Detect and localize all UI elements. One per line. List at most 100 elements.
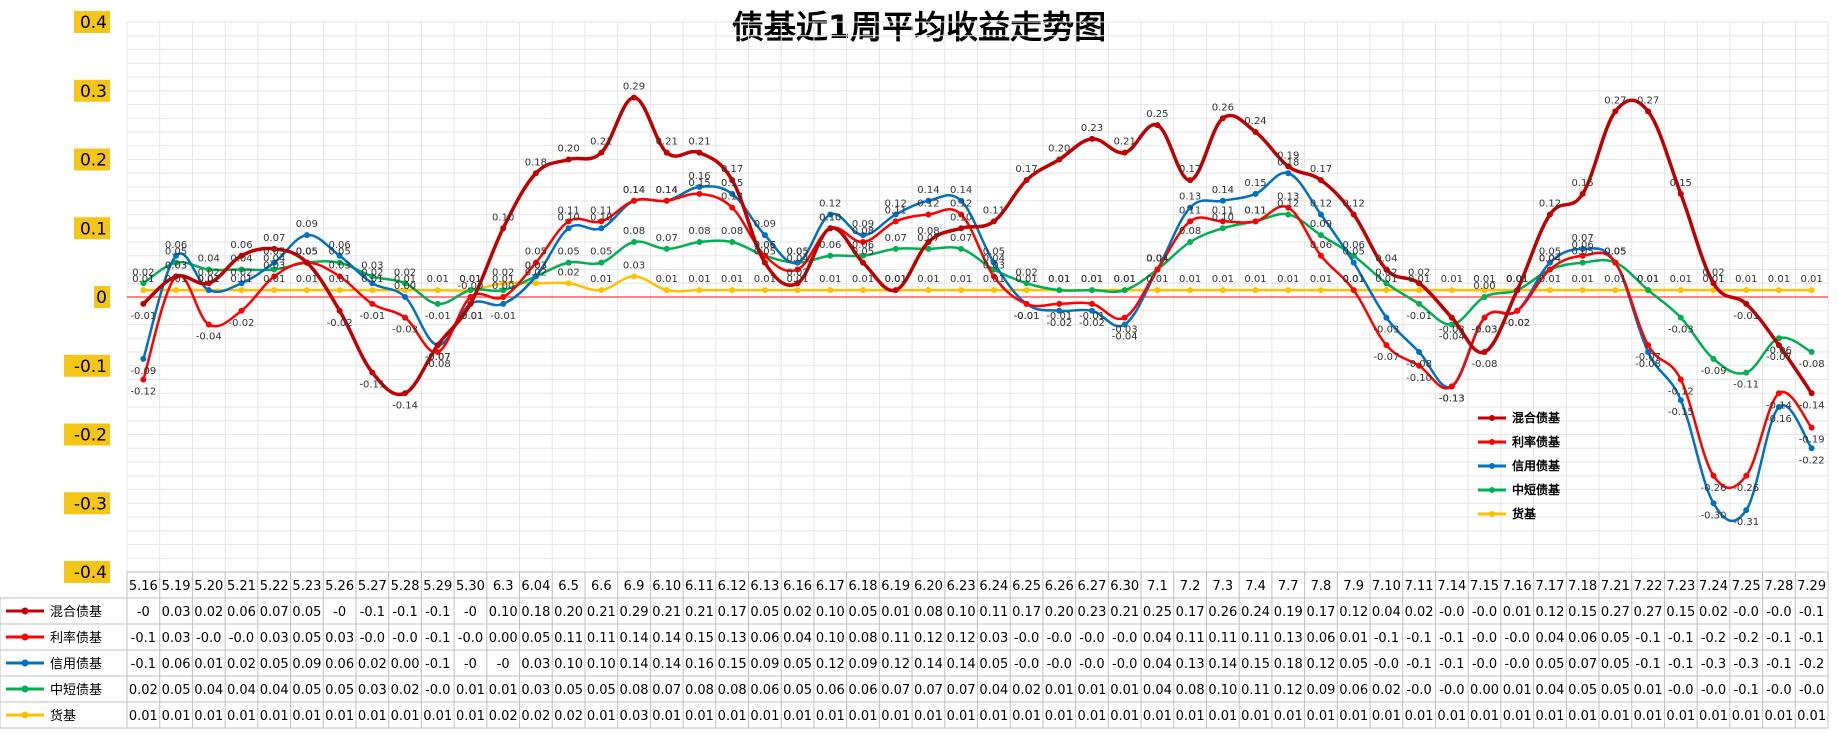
data-point xyxy=(1710,472,1717,479)
data-point xyxy=(1383,287,1390,294)
data-label: 0.05 xyxy=(754,247,776,258)
x-tick-label: 6.6 xyxy=(591,579,612,594)
data-label: 0.01 xyxy=(786,274,808,285)
table-cell: 0.04 xyxy=(783,631,812,646)
data-label: 0.11 xyxy=(1179,205,1201,216)
table-cell: 0.05 xyxy=(849,605,878,620)
table-cell: 0.01 xyxy=(718,709,747,724)
data-point xyxy=(1775,287,1782,294)
data-point xyxy=(761,259,768,266)
data-label: -0.11 xyxy=(1733,380,1759,391)
data-label: 0.02 xyxy=(1015,267,1037,278)
data-point xyxy=(1579,259,1586,266)
data-label: -0.16 xyxy=(1766,414,1792,425)
legend-marker xyxy=(1489,487,1495,493)
table-cell: 0.16 xyxy=(685,657,714,672)
data-label: 0.05 xyxy=(1604,247,1626,258)
table-cell: 0.10 xyxy=(947,605,976,620)
table-cell: 0.01 xyxy=(162,709,191,724)
x-tick-label: 6.12 xyxy=(718,579,747,594)
data-point xyxy=(860,252,867,259)
data-label: 0.02 xyxy=(557,267,579,278)
x-tick-label: 6.3 xyxy=(493,579,514,594)
table-cell: -0.0 xyxy=(1766,605,1791,620)
table-cell: 0.01 xyxy=(947,709,976,724)
table-cell: 0.12 xyxy=(947,631,976,646)
data-point xyxy=(892,211,899,218)
data-point xyxy=(860,259,867,266)
data-point xyxy=(1219,218,1226,225)
x-tick-label: 5.23 xyxy=(292,579,321,594)
data-label: -0.07 xyxy=(1373,352,1399,363)
x-tick-label: 7.28 xyxy=(1764,579,1793,594)
data-point xyxy=(500,300,507,307)
data-label: 0.07 xyxy=(1572,233,1594,244)
table-cell: 0.06 xyxy=(162,657,191,672)
data-label: 0.01 xyxy=(1375,274,1397,285)
table-cell: 0.11 xyxy=(587,631,616,646)
table-cell: 0.01 xyxy=(391,709,420,724)
x-tick-label: 6.23 xyxy=(947,579,976,594)
table-cell: 0.23 xyxy=(1078,605,1107,620)
data-point xyxy=(729,177,736,184)
data-point xyxy=(663,245,670,252)
data-label: -0.01 xyxy=(1014,311,1040,322)
data-label: 0.01 xyxy=(427,274,449,285)
table-cell: 0.10 xyxy=(816,631,845,646)
data-point xyxy=(1546,287,1553,294)
legend-marker xyxy=(1489,511,1495,517)
table-cell: 0.01 xyxy=(1143,709,1172,724)
data-label: -0.01 xyxy=(130,311,156,322)
table-cell: 0.01 xyxy=(1601,709,1630,724)
data-label: 0.01 xyxy=(132,274,154,285)
x-tick-label: 6.9 xyxy=(624,579,645,594)
data-point xyxy=(860,287,867,294)
data-label: 0.05 xyxy=(1343,247,1365,258)
data-point xyxy=(1612,259,1619,266)
table-cell: 0.03 xyxy=(162,605,191,620)
data-label: 0.05 xyxy=(852,247,874,258)
data-point xyxy=(1252,218,1259,225)
table-cell: -0.1 xyxy=(1406,657,1431,672)
legend-label: 利率债基 xyxy=(1512,434,1561,449)
table-cell: 0.05 xyxy=(292,631,321,646)
x-tick-label: 7.15 xyxy=(1470,579,1499,594)
data-point xyxy=(1808,445,1815,452)
data-label: 0.01 xyxy=(1244,274,1266,285)
table-cell: 0.04 xyxy=(1143,657,1172,672)
data-point xyxy=(631,239,638,245)
table-cell: 0.15 xyxy=(1666,605,1695,620)
data-label: 0.17 xyxy=(721,164,743,175)
y-axis: 0.4 0.3 0.2 0.1 0 -0.1 -0.2 -0.3 -0.4 xyxy=(64,11,110,583)
y-tick-bg xyxy=(74,79,110,102)
x-tick-label: 6.04 xyxy=(521,579,550,594)
data-point xyxy=(1579,190,1586,197)
x-tick-label: 5.27 xyxy=(358,579,387,594)
table-cell: 0.02 xyxy=(391,683,420,698)
data-label: 0.01 xyxy=(1343,274,1365,285)
x-tick-label: 6.30 xyxy=(1110,579,1139,594)
data-label: 0.20 xyxy=(1048,144,1070,155)
data-point xyxy=(369,287,376,294)
data-label: -0.02 xyxy=(229,318,255,329)
data-point xyxy=(565,218,572,225)
data-label: 0.06 xyxy=(754,240,776,251)
table-cell: 0.01 xyxy=(1470,709,1499,724)
table-cell: -0.0 xyxy=(392,631,417,646)
table-cell: 0.01 xyxy=(881,709,910,724)
table-cell: 0.01 xyxy=(489,683,518,698)
data-label: 0.05 xyxy=(786,247,808,258)
y-tick-label: 0.2 xyxy=(80,151,107,171)
table-cell: 0.01 xyxy=(194,709,223,724)
data-point xyxy=(1710,500,1717,507)
data-point xyxy=(1579,287,1586,294)
x-tick-label: 7.22 xyxy=(1634,579,1663,594)
table-cell: -0.1 xyxy=(1374,631,1399,646)
table-cell: 0.09 xyxy=(1306,683,1335,698)
data-label: 0.04 xyxy=(198,254,220,265)
data-point xyxy=(1088,307,1095,314)
table-cell: -0.0 xyxy=(1047,657,1072,672)
table-cell: -0.0 xyxy=(1014,631,1039,646)
data-table: 5.16 5.19 5.20 5.21 5.22 5.23 5.26 5.27 5.28 5.29… xyxy=(0,571,1829,729)
